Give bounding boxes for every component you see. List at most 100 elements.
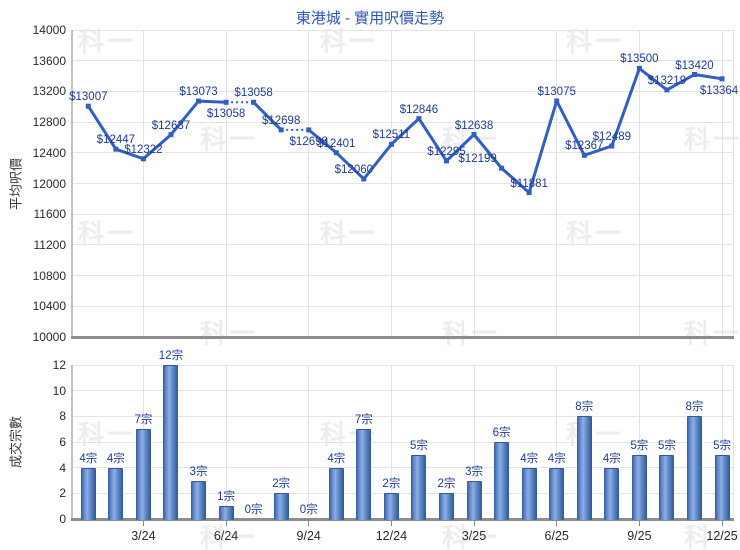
watermark-text: 科一	[320, 26, 379, 57]
y-tick-label: 8	[59, 409, 66, 424]
price-label: $12295	[427, 145, 466, 158]
watermark-text: 科一	[442, 318, 501, 349]
volume-label: 12宗	[158, 350, 184, 362]
watermark-text: 科一	[566, 26, 625, 57]
plot-right-border	[732, 365, 734, 519]
volume-bar	[273, 493, 289, 520]
volume-label: 4宗	[602, 452, 621, 465]
data-point-marker	[526, 190, 532, 196]
x-tick-mark	[142, 521, 144, 526]
volume-label: 4宗	[79, 452, 98, 465]
x-axis-line	[71, 336, 734, 339]
x-tick-label: 12/25	[706, 529, 738, 543]
volume-label: 3宗	[465, 465, 483, 478]
gridline-vertical	[225, 365, 227, 519]
data-point-marker	[609, 143, 615, 149]
data-point-marker	[251, 99, 257, 105]
volume-label: 5宗	[657, 439, 676, 452]
volume-bar	[80, 467, 96, 520]
gridline-horizontal	[72, 305, 733, 307]
data-point-marker	[499, 165, 505, 171]
y-tick-label: 12	[52, 358, 66, 372]
x-tick-mark	[556, 521, 558, 526]
volume-label: 2宗	[382, 478, 401, 491]
x-tick-mark	[638, 521, 640, 526]
price-label: $12489	[592, 130, 631, 143]
price-label: $13364	[699, 84, 739, 97]
y-tick-label: 11200	[33, 237, 66, 252]
data-point-marker	[168, 132, 174, 138]
volume-label: 6宗	[492, 427, 511, 439]
y-axis-title: 平均呎價	[8, 157, 24, 210]
gridline-vertical	[225, 30, 227, 337]
y-tick-label: 10800	[32, 268, 66, 283]
y-tick-label: 12400	[32, 145, 66, 160]
gridline-vertical	[473, 365, 475, 519]
chart-title: 東港城 - 實用呎價走勢	[295, 10, 445, 27]
volume-bar	[576, 416, 592, 520]
price-label: $13420	[675, 59, 714, 72]
data-point-marker	[196, 98, 201, 104]
volume-bar	[328, 467, 344, 520]
y-tick-label: 10	[52, 383, 66, 398]
volume-label: 8宗	[685, 401, 704, 414]
gridline-vertical	[473, 30, 475, 337]
price-label: $13058	[206, 108, 246, 121]
price-label: $12060	[334, 163, 374, 176]
price-label: $12367	[565, 140, 604, 153]
price-label: $12637	[151, 119, 191, 132]
volume-bar	[604, 467, 620, 520]
data-point-marker	[416, 116, 422, 122]
volume-label: 4宗	[106, 452, 125, 465]
volume-label: 4宗	[547, 452, 566, 465]
y-tick-label: 13600	[32, 53, 66, 68]
volume-bar	[466, 480, 482, 520]
gridline-horizontal	[72, 29, 733, 31]
volume-label: 2宗	[437, 478, 456, 491]
gridline-vertical	[721, 30, 723, 337]
y-tick-label: 4	[59, 460, 66, 475]
gridline-vertical	[638, 30, 640, 337]
y-tick-label: 12000	[32, 176, 66, 191]
y-tick-label: 0	[59, 512, 66, 526]
x-tick-label: 9/24	[296, 529, 321, 543]
watermark-text: 科一	[78, 26, 137, 57]
volume-bar	[135, 429, 151, 520]
data-point-marker	[692, 72, 697, 77]
gridline-horizontal	[72, 441, 733, 443]
x-tick-label: 3/25	[461, 529, 487, 543]
watermark-text: 科一	[78, 419, 137, 450]
y-tick-label: 14000	[32, 23, 66, 37]
gridline-vertical	[142, 30, 144, 337]
gridline-horizontal	[72, 415, 733, 417]
volume-bar	[549, 467, 565, 520]
gridline-horizontal	[72, 275, 733, 277]
y-tick-label: 13200	[32, 84, 66, 99]
x-tick-label: 6/25	[544, 529, 569, 543]
volume-label: 0宗	[244, 504, 263, 516]
data-point-marker	[113, 146, 119, 152]
volume-bar	[438, 493, 454, 520]
volume-bar	[494, 442, 510, 520]
price-label: $12846	[399, 103, 439, 116]
volume-bar	[191, 480, 206, 520]
x-tick-mark	[473, 521, 475, 526]
volume-bar	[631, 454, 647, 520]
price-label: $13058	[234, 87, 273, 100]
volume-bar	[659, 454, 675, 520]
gridline-horizontal	[72, 90, 733, 92]
gridline-vertical	[721, 365, 723, 519]
gridline-horizontal	[72, 390, 733, 392]
y-tick-label: 6	[59, 435, 66, 449]
x-tick-label: 6/24	[213, 529, 239, 543]
volume-label: 5宗	[713, 439, 731, 452]
y-tick-label: 10400	[32, 299, 66, 314]
data-point-marker	[444, 158, 449, 164]
volume-label: 3宗	[189, 465, 208, 478]
price-label: $13073	[179, 86, 218, 99]
y-axis-line	[71, 365, 73, 519]
watermark-text: 科一	[200, 318, 259, 349]
gridline-vertical	[638, 365, 640, 519]
volume-bar	[163, 365, 179, 520]
